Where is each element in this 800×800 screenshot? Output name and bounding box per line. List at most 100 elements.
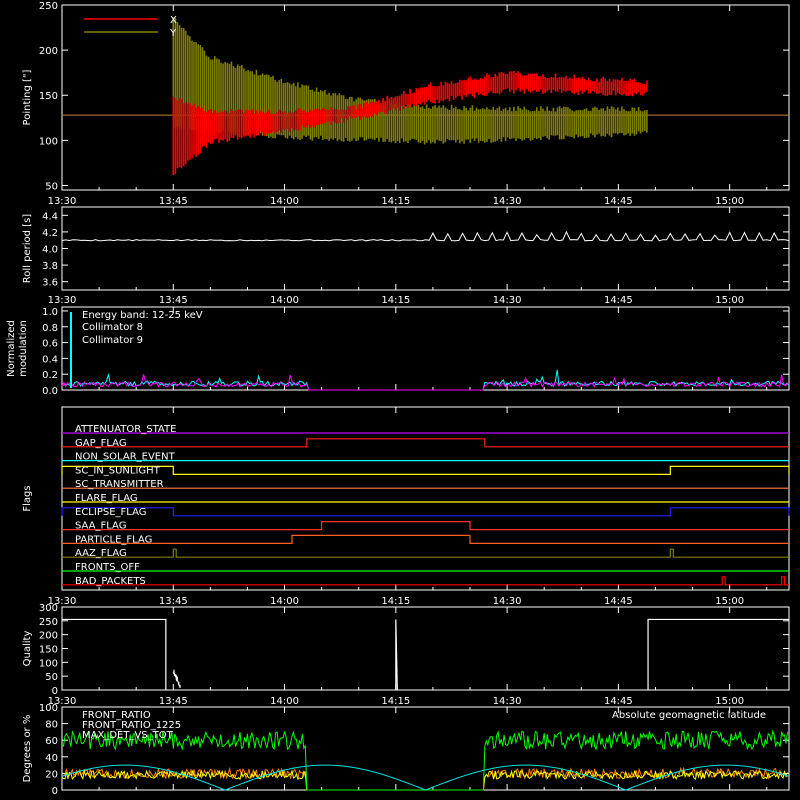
- x-tick-label-3-5: 14:45: [604, 596, 633, 607]
- x-tick-label-4-6: 15:00: [715, 696, 744, 707]
- x-tick-label-3-1: 13:45: [159, 596, 188, 607]
- x-tick-label-4-0: 13:30: [48, 696, 77, 707]
- flag-row-sc-transmitter: SC_TRANSMITTER: [62, 479, 789, 490]
- panel-frame-3: [61, 406, 790, 591]
- y-tick-label-2-1: 0.2: [42, 370, 58, 381]
- flag-row-aaz-flag: AAZ_FLAG: [62, 548, 789, 559]
- roll-period-line: [61, 230, 790, 242]
- flag-line-sc-in-sunlight: [61, 465, 790, 475]
- flag-row-saa-flag: SAA_FLAG: [62, 521, 789, 532]
- x-tick-label-0-4: 14:30: [493, 196, 522, 207]
- x-tick-label-0-3: 14:15: [381, 196, 410, 207]
- y-tick-label-0-0: 50: [45, 181, 58, 192]
- flag-line-gap-flag: [62, 438, 789, 448]
- modulation-line-9: [61, 374, 790, 391]
- flag-line-bad-packets: [62, 576, 789, 586]
- y-tick-label-5-2: 40: [45, 753, 58, 764]
- y-tick-label-5-5: 100: [39, 703, 58, 714]
- x-tick-label-3-3: 14:15: [381, 596, 410, 607]
- flag-row-sc-in-sunlight: SC_IN_SUNLIGHT: [61, 465, 790, 476]
- y-tick-label-4-6: 300: [39, 603, 58, 614]
- x-tick-label-0-5: 14:45: [604, 196, 633, 207]
- x-tick-label-1-2: 14:00: [270, 295, 299, 306]
- y-tick-label-0-4: 250: [39, 1, 58, 12]
- y-axis-label-4: Quality: [22, 631, 33, 667]
- legend-label-x: X: [170, 15, 177, 26]
- y-tick-label-1-1: 3.8: [42, 261, 58, 272]
- y-tick-label-0-1: 100: [39, 136, 58, 147]
- flag-label-sc-transmitter: SC_TRANSMITTER: [75, 479, 164, 490]
- flag-line-saa-flag: [62, 521, 789, 531]
- flag-label-gap-flag: GAP_FLAG: [75, 438, 127, 449]
- y-tick-label-4-2: 100: [39, 658, 58, 669]
- legend-label-max-det-vs-tot: MAX_DET_VS_TOT: [82, 730, 174, 741]
- x-tick-label-3-2: 14:00: [270, 596, 299, 607]
- flag-line-particle-flag: [62, 534, 789, 544]
- legend-label-collimator-9: Collimator 9: [82, 335, 143, 346]
- y-axis-label-3: Flags: [22, 485, 33, 511]
- flag-row-gap-flag: GAP_FLAG: [62, 438, 789, 449]
- flag-label-flare-flag: FLARE_FLAG: [75, 493, 138, 504]
- flag-label-eclipse-flag: ECLIPSE_FLAG: [75, 507, 146, 518]
- x-tick-label-4-5: 14:45: [604, 696, 633, 707]
- x-tick-label-3-6: 15:00: [715, 596, 744, 607]
- flag-label-particle-flag: PARTICLE_FLAG: [75, 534, 152, 545]
- x-tick-label-3-4: 14:30: [493, 596, 522, 607]
- x-tick-label-4-1: 13:45: [159, 696, 188, 707]
- x-tick-label-3-0: 13:30: [48, 596, 77, 607]
- flag-label-non-solar-event: NON_SOLAR_EVENT: [75, 452, 176, 463]
- quality-line: [62, 618, 789, 691]
- geomagnetic-latitude-line: [61, 764, 790, 791]
- y-axis-label-0: Pointing ["]: [22, 69, 33, 125]
- x-tick-label-1-6: 15:00: [715, 295, 744, 306]
- panel-frame-1: [61, 206, 790, 291]
- energy-band-label: Energy band: 12-25 keV: [82, 310, 203, 321]
- x-tick-label-4-2: 14:00: [270, 696, 299, 707]
- y-axis-label-1: Roll period [s]: [22, 214, 33, 283]
- flag-line-aaz-flag: [62, 548, 789, 558]
- flag-row-bad-packets: BAD_PACKETS: [62, 576, 789, 587]
- y-axis-label-5: Degrees or %: [22, 715, 33, 783]
- x-tick-label-1-1: 13:45: [159, 295, 188, 306]
- y-tick-label-5-0: 0: [52, 786, 58, 797]
- geomagnetic-latitude-label: Absolute geomagnetic latitude: [612, 710, 766, 721]
- y-tick-label-4-0: 0: [52, 686, 58, 697]
- y-axis-label-2-b: modulation: [18, 320, 29, 377]
- y-tick-label-0-3: 200: [39, 46, 58, 57]
- y-tick-label-2-3: 0.6: [42, 339, 58, 350]
- flag-label-fronts-off: FRONTS_OFF: [75, 562, 140, 573]
- y-tick-label-4-4: 200: [39, 631, 58, 642]
- series-x-line: [172, 71, 648, 175]
- y-tick-label-2-0: 0.0: [42, 386, 58, 397]
- y-tick-label-2-2: 0.4: [42, 354, 58, 365]
- series-x-band: [172, 71, 648, 175]
- x-tick-label-4-3: 14:15: [381, 696, 410, 707]
- flag-row-attenuator-state: ATTENUATOR_STATE: [62, 424, 789, 435]
- quality-decay: [172, 669, 181, 688]
- y-tick-label-5-3: 60: [45, 736, 58, 747]
- flag-label-aaz-flag: AAZ_FLAG: [75, 548, 127, 559]
- flag-row-eclipse-flag: ECLIPSE_FLAG: [61, 507, 790, 518]
- flag-label-bad-packets: BAD_PACKETS: [75, 576, 146, 587]
- y-tick-label-2-4: 0.8: [42, 323, 58, 334]
- y-tick-label-1-3: 4.2: [42, 228, 58, 239]
- legend-label-collimator-8: Collimator 8: [82, 322, 143, 333]
- x-tick-label-0-6: 15:00: [715, 196, 744, 207]
- flag-label-sc-in-sunlight: SC_IN_SUNLIGHT: [75, 465, 161, 476]
- legend-label-front-ratio-1225: FRONT_RATIO_1225: [82, 720, 181, 731]
- x-tick-label-1-4: 14:30: [493, 295, 522, 306]
- y-tick-label-1-4: 4.4: [42, 211, 58, 222]
- modulation-line-8: [61, 369, 790, 391]
- legend-label-y: Y: [169, 28, 177, 39]
- x-tick-label-1-5: 14:45: [604, 295, 633, 306]
- flag-row-non-solar-event: NON_SOLAR_EVENT: [62, 452, 789, 463]
- y-tick-label-4-1: 50: [45, 672, 58, 683]
- x-tick-label-0-0: 13:30: [48, 196, 77, 207]
- y-tick-label-4-5: 250: [39, 617, 58, 628]
- flag-row-fronts-off: FRONTS_OFF: [62, 562, 789, 573]
- flag-row-particle-flag: PARTICLE_FLAG: [62, 534, 789, 545]
- y-tick-label-0-2: 150: [39, 91, 58, 102]
- y-tick-label-1-0: 3.6: [42, 278, 58, 289]
